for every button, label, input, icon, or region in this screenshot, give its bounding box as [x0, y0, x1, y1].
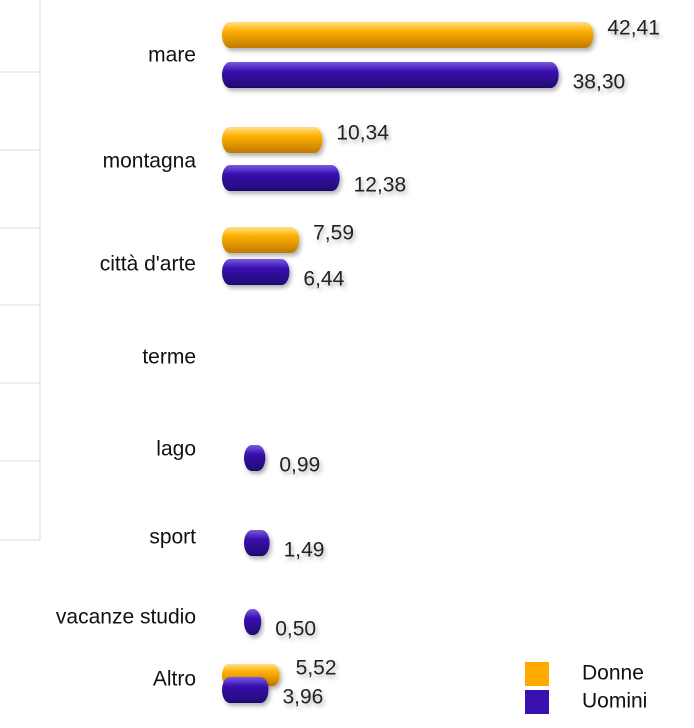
value-label: 7,59 — [313, 222, 354, 245]
value-label: 5,52 — [296, 657, 337, 680]
value-label: 38,30 — [573, 71, 626, 94]
category-label: sport — [149, 526, 196, 549]
bar — [244, 609, 262, 635]
bar — [222, 227, 300, 253]
value-label: 0,50 — [275, 618, 316, 641]
bar — [222, 677, 269, 703]
category-label: vacanze studio — [56, 606, 196, 629]
bar — [222, 127, 323, 153]
legend-label: Donne — [582, 662, 644, 685]
category-label: lago — [156, 438, 196, 461]
legend-swatch — [525, 662, 549, 686]
bar — [222, 62, 559, 88]
bar — [222, 259, 290, 285]
category-label: montagna — [103, 150, 197, 173]
legend-label: Uomini — [582, 690, 647, 713]
value-label: 6,44 — [303, 268, 344, 291]
value-label: 12,38 — [354, 174, 407, 197]
bar — [244, 445, 266, 471]
category-label: città d'arte — [100, 253, 196, 276]
value-label: 1,49 — [284, 539, 325, 562]
bar — [222, 165, 340, 191]
category-label: mare — [148, 44, 196, 67]
category-label: terme — [142, 346, 196, 369]
value-label: 3,96 — [282, 686, 323, 709]
bar — [222, 22, 594, 48]
value-label: 10,34 — [336, 122, 389, 145]
category-label: Altro — [153, 668, 196, 691]
legend-swatch — [525, 690, 549, 714]
frame — [0, 0, 41, 541]
bar — [244, 530, 270, 556]
value-label: 0,99 — [279, 454, 320, 477]
value-label: 42,41 — [607, 17, 660, 40]
